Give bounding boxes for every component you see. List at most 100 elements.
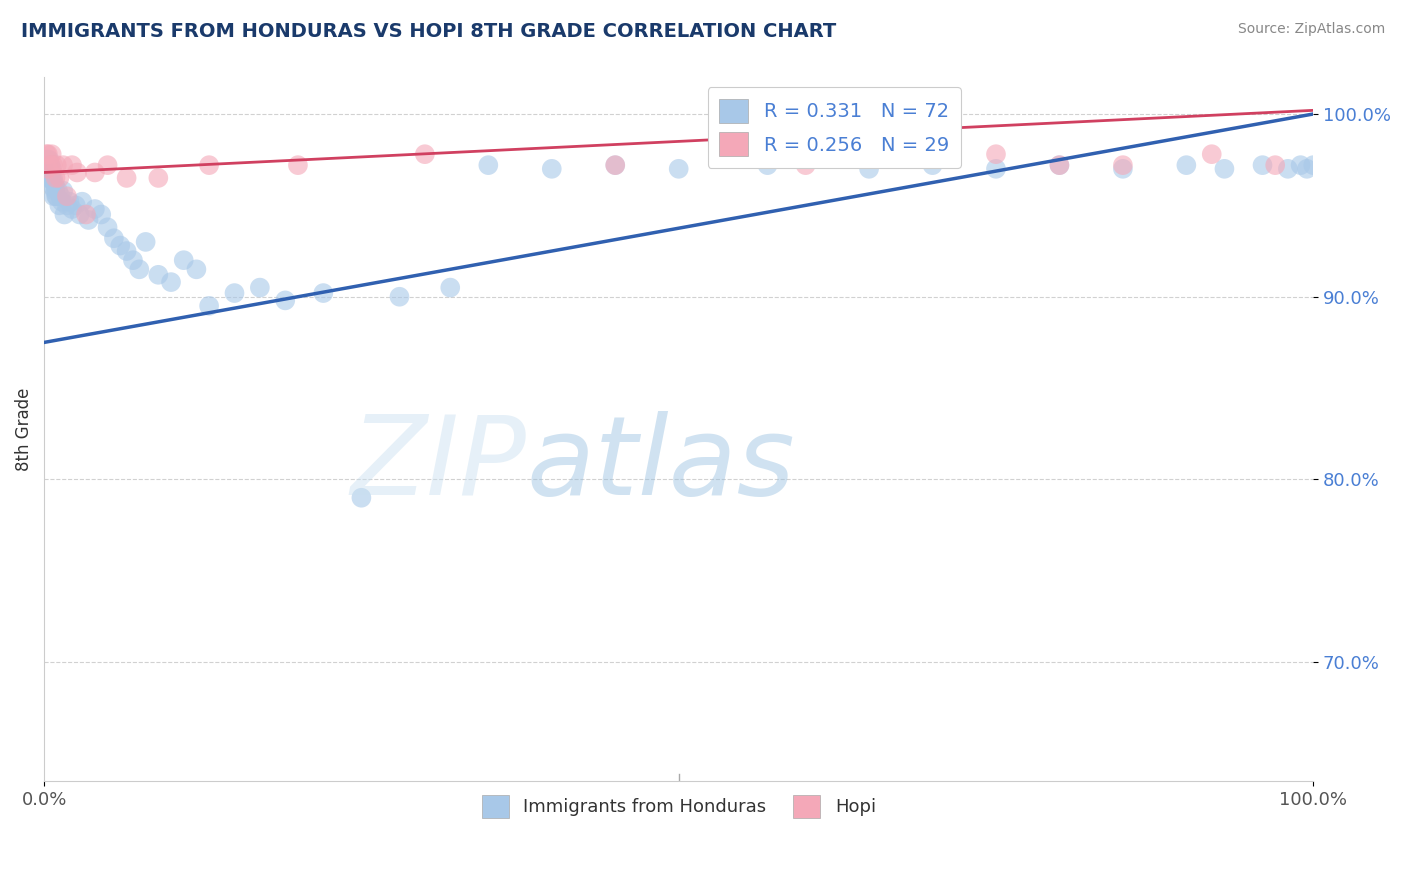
Point	[148, 268, 170, 282]
Point	[37, 161, 59, 176]
Text: Source: ZipAtlas.com: Source: ZipAtlas.com	[1237, 22, 1385, 37]
Point	[37, 170, 59, 185]
Point	[45, 189, 67, 203]
Point	[388, 290, 411, 304]
Point	[198, 158, 221, 172]
Point	[52, 158, 75, 172]
Point	[274, 293, 297, 308]
Point	[198, 299, 221, 313]
Point	[77, 213, 100, 227]
Point	[39, 170, 62, 185]
Point	[46, 184, 69, 198]
Point	[756, 158, 779, 172]
Point	[66, 165, 89, 179]
Text: atlas: atlas	[526, 411, 794, 518]
Point	[97, 220, 120, 235]
Point	[605, 158, 627, 172]
Point	[103, 231, 125, 245]
Point	[41, 161, 63, 176]
Point	[42, 180, 65, 194]
Point	[39, 158, 62, 172]
Point	[37, 161, 59, 176]
Point	[44, 170, 66, 185]
Point	[1296, 161, 1319, 176]
Point	[44, 177, 66, 191]
Point	[794, 158, 817, 172]
Point	[921, 158, 943, 172]
Point	[42, 158, 65, 172]
Point	[1277, 161, 1299, 176]
Point	[160, 275, 183, 289]
Text: ZIP: ZIP	[350, 411, 526, 518]
Point	[1112, 161, 1135, 176]
Point	[41, 147, 63, 161]
Point	[58, 194, 80, 209]
Point	[249, 280, 271, 294]
Point	[35, 153, 58, 167]
Point	[122, 253, 145, 268]
Point	[1264, 158, 1286, 172]
Point	[135, 235, 157, 249]
Point	[413, 147, 436, 161]
Point	[477, 158, 499, 172]
Point	[1251, 158, 1274, 172]
Point	[39, 165, 62, 179]
Point	[312, 286, 335, 301]
Point	[38, 153, 60, 167]
Point	[984, 161, 1007, 176]
Text: IMMIGRANTS FROM HONDURAS VS HOPI 8TH GRADE CORRELATION CHART: IMMIGRANTS FROM HONDURAS VS HOPI 8TH GRA…	[21, 22, 837, 41]
Point	[44, 180, 66, 194]
Point	[60, 202, 83, 216]
Point	[37, 153, 59, 167]
Point	[668, 161, 690, 176]
Point	[1175, 158, 1198, 172]
Point	[48, 198, 70, 212]
Point	[60, 158, 83, 172]
Legend: Immigrants from Honduras, Hopi: Immigrants from Honduras, Hopi	[474, 789, 883, 825]
Point	[350, 491, 373, 505]
Point	[858, 161, 880, 176]
Point	[44, 184, 66, 198]
Point	[287, 158, 309, 172]
Point	[115, 244, 138, 258]
Point	[97, 158, 120, 172]
Point	[35, 147, 58, 161]
Point	[224, 286, 246, 301]
Point	[34, 161, 56, 176]
Point	[1112, 158, 1135, 172]
Point	[53, 207, 76, 221]
Point	[83, 165, 105, 179]
Point	[148, 170, 170, 185]
Point	[540, 161, 562, 176]
Point	[39, 158, 62, 172]
Point	[69, 207, 91, 221]
Point	[984, 147, 1007, 161]
Point	[49, 189, 72, 203]
Point	[186, 262, 208, 277]
Point	[1289, 158, 1312, 172]
Point	[173, 253, 195, 268]
Point	[38, 161, 60, 176]
Point	[37, 147, 59, 161]
Y-axis label: 8th Grade: 8th Grade	[15, 387, 32, 471]
Point	[1049, 158, 1071, 172]
Point	[45, 158, 67, 172]
Point	[48, 170, 70, 185]
Point	[1201, 147, 1223, 161]
Point	[1302, 158, 1324, 172]
Point	[1049, 158, 1071, 172]
Point	[439, 280, 461, 294]
Point	[70, 194, 93, 209]
Point	[56, 189, 79, 203]
Point	[128, 262, 150, 277]
Point	[51, 194, 73, 209]
Point	[1213, 161, 1236, 176]
Point	[921, 147, 943, 161]
Point	[90, 207, 112, 221]
Point	[42, 170, 65, 185]
Point	[45, 189, 67, 203]
Point	[38, 165, 60, 179]
Point	[110, 238, 132, 252]
Point	[56, 198, 79, 212]
Point	[42, 189, 65, 203]
